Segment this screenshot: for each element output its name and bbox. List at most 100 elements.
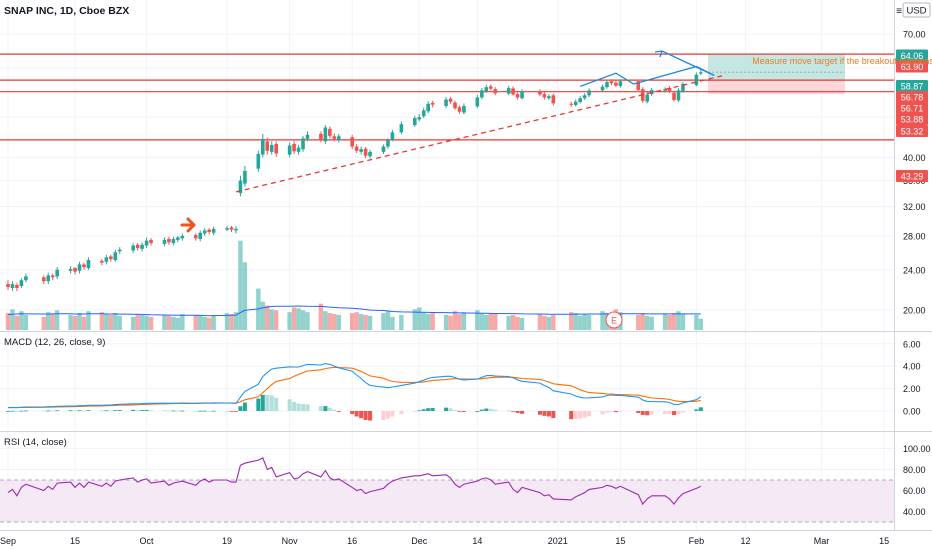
candle-body xyxy=(359,149,363,152)
volume-bar xyxy=(667,314,672,330)
price-tick-label: 32.00 xyxy=(903,202,926,212)
currency-button[interactable]: USD xyxy=(902,2,931,18)
macd-histogram-bar xyxy=(640,411,645,415)
time-tick-label: Oct xyxy=(140,536,155,546)
macd-histogram-bar xyxy=(412,411,417,412)
candles xyxy=(6,69,703,292)
candle-body xyxy=(144,240,149,246)
macd-histogram-bar xyxy=(649,411,654,415)
volume-bar xyxy=(238,240,243,330)
candle-body xyxy=(319,133,323,141)
candle-body xyxy=(167,239,171,243)
volume-bar xyxy=(166,315,172,330)
volume-bar xyxy=(443,314,449,330)
candle-body xyxy=(176,237,180,240)
volume-bar xyxy=(211,314,216,330)
horizontal-levels[interactable] xyxy=(0,53,894,141)
macd-histogram-bar xyxy=(77,410,82,412)
volume-bar xyxy=(551,314,556,330)
stop-zone[interactable] xyxy=(708,80,845,95)
candle-body xyxy=(363,148,368,156)
macd-histogram-bar xyxy=(475,411,480,412)
volume-bar xyxy=(694,314,699,330)
macd-histogram-bar xyxy=(207,410,212,412)
candle-body xyxy=(587,90,591,96)
projection-path[interactable] xyxy=(579,50,715,88)
candle-body xyxy=(238,180,243,194)
target-annotation[interactable]: Measure move target if the breakout happ… xyxy=(752,56,932,66)
price-tick-label: 28.00 xyxy=(903,231,926,241)
macd-histogram-bar xyxy=(488,408,493,411)
macd-pane xyxy=(6,363,703,421)
menu-icon[interactable]: ≡ xyxy=(896,6,902,17)
candle-body xyxy=(77,264,82,271)
volume-bar xyxy=(421,312,426,330)
macd-histogram-bar xyxy=(417,410,422,412)
candle-body xyxy=(368,151,372,157)
volume-bar xyxy=(193,314,198,330)
volume-bar xyxy=(287,312,292,330)
price-tag xyxy=(896,170,928,182)
macd-histogram-bar xyxy=(46,410,51,412)
volume-bar xyxy=(493,314,498,330)
candle-body xyxy=(131,245,135,251)
price-tag-label: 64.06 xyxy=(901,51,924,61)
volume-bar xyxy=(162,314,167,330)
earnings-marker[interactable]: E xyxy=(605,311,623,329)
volume-bar xyxy=(323,311,328,330)
candle-body xyxy=(73,268,77,272)
macd-histogram-bar xyxy=(41,410,46,412)
drawings[interactable] xyxy=(180,50,723,233)
volume-bar xyxy=(363,314,368,330)
macd-histogram-bar xyxy=(305,404,310,411)
candle-body xyxy=(614,82,618,86)
volume-bar xyxy=(19,311,24,330)
target-zone[interactable] xyxy=(708,53,845,81)
candle-body xyxy=(667,87,672,93)
macd-histogram-bar xyxy=(180,410,185,412)
macd-histogram-bar xyxy=(117,410,122,411)
volume-bar xyxy=(645,315,650,330)
candle-body xyxy=(515,94,520,98)
candle-body xyxy=(547,96,551,99)
candle-body xyxy=(672,92,676,100)
candle-body xyxy=(609,81,614,84)
price-tag-label: 43.29 xyxy=(901,172,924,182)
time-tick-label: 15 xyxy=(615,536,625,546)
macd-histogram-bar xyxy=(14,411,19,412)
candle-body xyxy=(506,87,511,94)
volume-bar xyxy=(412,309,417,330)
candle-body xyxy=(520,91,524,99)
volume-bar xyxy=(546,316,552,330)
candle-body xyxy=(140,244,144,249)
macd-histogram-bar xyxy=(484,408,489,411)
macd-histogram-bar xyxy=(238,406,243,411)
candle-body xyxy=(417,117,422,120)
volume-bar xyxy=(636,314,641,330)
candle-body xyxy=(193,235,198,239)
volume-bar xyxy=(475,310,480,330)
macd-tick-label: 2.00 xyxy=(903,384,921,394)
candle-body xyxy=(538,91,542,95)
candle-body xyxy=(225,228,229,230)
candle-body xyxy=(699,72,703,74)
macd-histogram-bar xyxy=(515,411,520,413)
rsi-tick-label: 100.00 xyxy=(903,444,931,454)
macd-histogram-bar xyxy=(287,399,292,411)
arrow-icon xyxy=(180,217,196,233)
symbol-title: SNAP INC, 1D, Cboe BZX xyxy=(4,5,129,17)
macd-histogram-bar xyxy=(551,411,556,419)
time-tick-label: Mar xyxy=(814,536,830,546)
volume-bar xyxy=(144,315,149,330)
volume-bar xyxy=(573,313,578,330)
candle-body xyxy=(86,259,91,269)
volume-bar xyxy=(148,316,154,330)
macd-histogram-bar xyxy=(546,411,551,417)
candle-body xyxy=(256,154,261,169)
trendline[interactable] xyxy=(235,75,723,193)
macd-histogram-bar xyxy=(694,409,699,411)
candle-body xyxy=(636,81,641,90)
candle-body xyxy=(453,102,457,109)
time-tick-label: 16 xyxy=(347,536,357,546)
